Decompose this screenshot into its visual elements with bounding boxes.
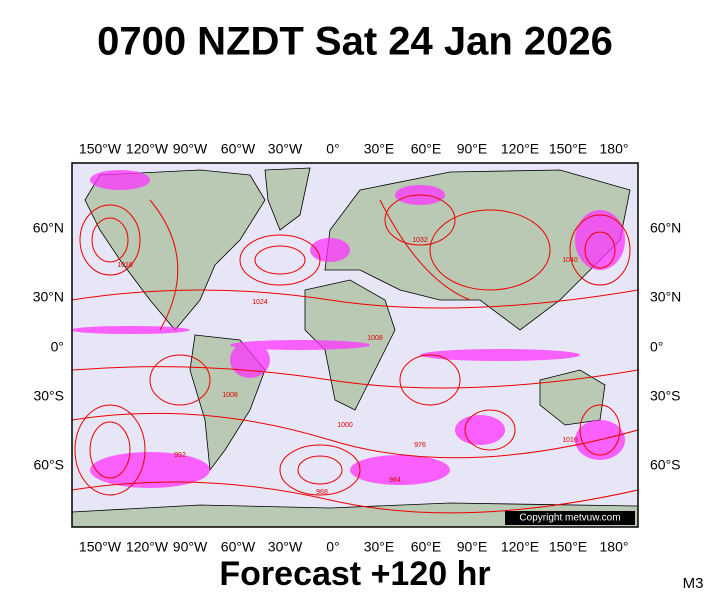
lon-tick-top: 180°	[600, 141, 629, 157]
lon-tick-bottom: 90°E	[457, 539, 488, 555]
copyright-box	[505, 511, 635, 525]
isobar-label: 1040	[562, 257, 578, 264]
lon-tick-top: 150°E	[549, 141, 587, 157]
isobar-label: 1024	[252, 299, 268, 306]
isobar-label: 1032	[412, 237, 428, 244]
lon-tick-bottom: 60°W	[221, 539, 256, 555]
lon-tick-bottom: 120°E	[501, 539, 539, 555]
precipitation	[72, 170, 625, 488]
lat-tick-right: 30°N	[650, 289, 681, 305]
isobar-label: 984	[389, 477, 401, 484]
forecast-label: Forecast +120 hr	[219, 555, 490, 593]
lon-tick-bottom: 150°E	[549, 539, 587, 555]
map: 1016 1024 1008 1000 992 984 976 968 1032 1040 1016…	[72, 163, 638, 527]
lon-tick-top: 0°	[326, 141, 339, 157]
lon-tick-top: 60°W	[221, 141, 256, 157]
lat-tick-left: 0°	[51, 339, 64, 355]
lon-tick-bottom: 150°W	[79, 539, 122, 555]
lat-tick-left: 60°S	[33, 457, 64, 473]
lon-tick-bottom: 180°	[600, 539, 629, 555]
isobar-label: 992	[174, 452, 186, 459]
title: 0700 NZDT Sat 24 Jan 2026	[97, 20, 613, 64]
lon-tick-bottom: 120°W	[126, 539, 169, 555]
lat-tick-right: 60°N	[650, 220, 681, 236]
lat-tick-left: 60°N	[33, 220, 64, 236]
lat-tick-right: 0°	[650, 339, 663, 355]
lat-tick-right: 60°S	[650, 457, 681, 473]
isobars	[72, 194, 638, 514]
lat-tick-left: 30°S	[33, 388, 64, 404]
lon-tick-top: 120°E	[501, 141, 539, 157]
lon-tick-top: 90°W	[173, 141, 208, 157]
isobar-label: 1008	[367, 335, 383, 342]
lon-tick-top: 60°E	[411, 141, 442, 157]
lon-tick-bottom: 30°W	[268, 539, 303, 555]
isobar-label: 1008	[222, 392, 238, 399]
lon-tick-bottom: 0°	[326, 539, 339, 555]
lon-tick-top: 30°W	[268, 141, 303, 157]
isobar-label: 968	[316, 489, 328, 496]
lat-tick-right: 30°S	[650, 388, 681, 404]
lon-tick-bottom: 30°E	[364, 539, 395, 555]
isobar-label: 976	[414, 442, 426, 449]
isobar-labels: 1016 1024 1008 1000 992 984 976 968 1032 1040 1016…	[117, 237, 578, 496]
lon-tick-bottom: 90°W	[173, 539, 208, 555]
axis-labels: 150°W150°W120°W120°W90°W90°W60°W60°W30°W…	[33, 141, 682, 555]
lon-tick-top: 120°W	[126, 141, 169, 157]
lon-tick-top: 90°E	[457, 141, 488, 157]
lon-tick-top: 150°W	[79, 141, 122, 157]
lon-tick-top: 30°E	[364, 141, 395, 157]
isobar-label: 1000	[337, 422, 353, 429]
isobar-label: 1016	[562, 437, 578, 444]
lat-tick-left: 30°N	[33, 289, 64, 305]
model-label: M3	[683, 575, 704, 592]
isobar-label: 1016	[117, 262, 133, 269]
map-frame	[71, 162, 639, 528]
copyright: Copyright metvuw.com	[519, 513, 620, 524]
lon-tick-bottom: 60°E	[411, 539, 442, 555]
